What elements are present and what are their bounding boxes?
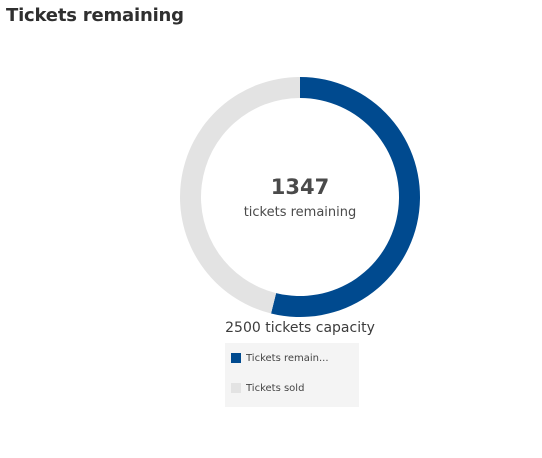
donut-chart: 1347 tickets remaining (172, 69, 428, 325)
legend: Tickets remain... Tickets sold (225, 343, 359, 407)
legend-swatch-sold (231, 383, 241, 393)
legend-swatch-remaining (231, 353, 241, 363)
widget-title: Tickets remaining (6, 5, 184, 26)
donut-slices (180, 77, 421, 317)
slice-tickets-remaining[interactable] (271, 77, 421, 317)
center-caption: tickets remaining (244, 205, 357, 220)
slice-tickets-sold[interactable] (180, 77, 300, 314)
legend-label-remaining: Tickets remain... (246, 352, 329, 364)
legend-item-remaining[interactable]: Tickets remain... (231, 351, 329, 365)
capacity-label: 2500 tickets capacity (225, 320, 375, 336)
legend-item-sold[interactable]: Tickets sold (231, 381, 304, 395)
center-value: 1347 (271, 175, 329, 199)
legend-label-sold: Tickets sold (246, 382, 305, 394)
donut-svg: 1347 tickets remaining (180, 77, 421, 317)
